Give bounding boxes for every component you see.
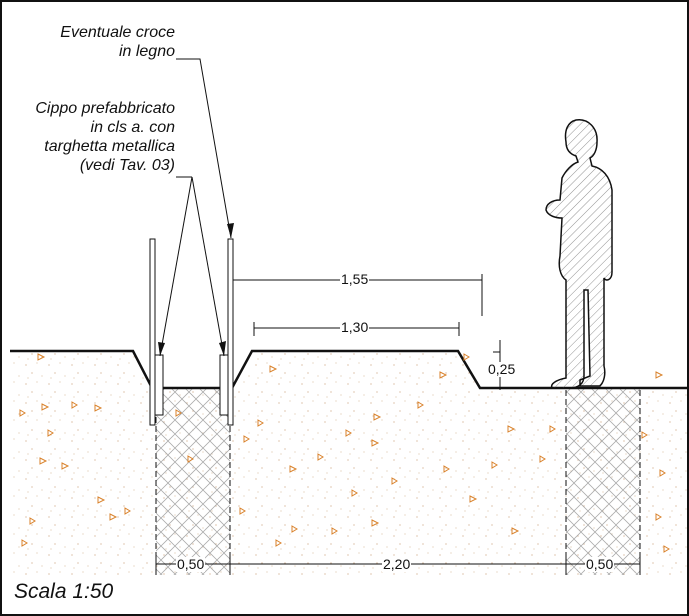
croce-line1: Eventuale croce [60, 24, 175, 41]
label-cippo: Cippo prefabbricato in cls a. con targhe… [35, 99, 175, 175]
trench-right [566, 388, 640, 575]
dim-0-50-right: 0,50 [585, 556, 615, 572]
scale-label: Scala 1:50 [14, 580, 114, 603]
leader-croce [176, 58, 232, 239]
dim-2-20: 2,20 [382, 556, 412, 572]
trench-left [156, 388, 230, 575]
dim-0-25: 0,25 [487, 361, 517, 377]
dim-1-30: 1,30 [340, 319, 370, 335]
label-croce: Eventuale croce in legno [60, 23, 175, 61]
ground-profile [10, 349, 689, 390]
soil-markers [19, 353, 670, 553]
cippo-line2: in cls a. con [90, 119, 175, 136]
croce-line2: in legno [118, 43, 175, 60]
cippo-line1: Cippo prefabbricato [35, 100, 175, 117]
cippo-line4: (vedi Tav. 03) [79, 157, 175, 174]
cippo-line3: targhetta metallica [44, 138, 175, 155]
cippo-left [149, 238, 164, 426]
person-silhouette [545, 119, 613, 389]
dim-0-50-left: 0,50 [176, 556, 206, 572]
dim-1-55: 1,55 [340, 271, 370, 287]
cippo-right [219, 238, 234, 426]
